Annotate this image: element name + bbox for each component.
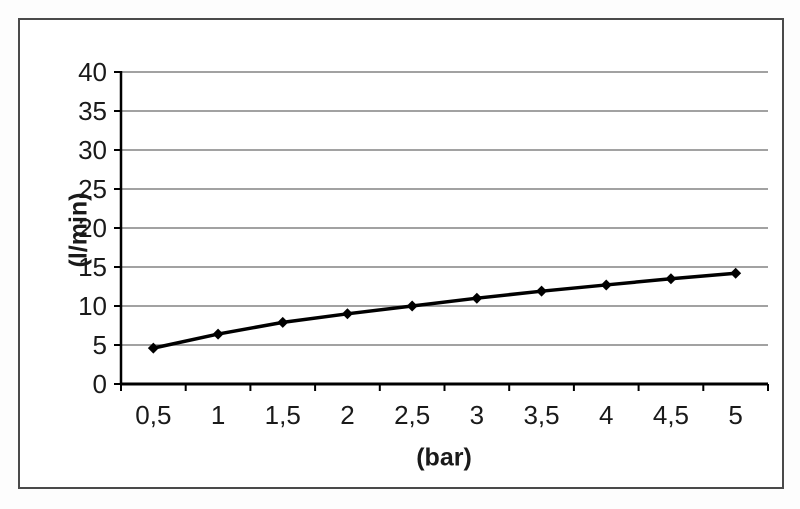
- x-axis-title: (bar): [416, 443, 472, 472]
- y-tick-label: 30: [78, 135, 107, 165]
- data-point-marker: [212, 328, 224, 340]
- x-tick-label: 5: [728, 400, 742, 430]
- data-point-marker: [600, 279, 612, 291]
- data-point-marker: [341, 308, 353, 320]
- x-tick-label: 3,5: [523, 400, 559, 430]
- y-tick-label: 0: [93, 369, 107, 399]
- y-tick-label: 10: [78, 291, 107, 321]
- x-tick-label: 1: [211, 400, 225, 430]
- data-point-marker: [730, 267, 742, 279]
- x-tick-label: 4,5: [653, 400, 689, 430]
- y-tick-label: 35: [78, 96, 107, 126]
- y-tick-label: 25: [78, 174, 107, 204]
- data-point-marker: [536, 285, 548, 297]
- y-tick-label: 40: [78, 57, 107, 87]
- x-tick-label: 3: [470, 400, 484, 430]
- x-tick-label: 1,5: [265, 400, 301, 430]
- data-point-marker: [471, 292, 483, 304]
- series-line: [152, 271, 736, 350]
- data-point-marker: [665, 273, 677, 285]
- x-tick-label: 2: [340, 400, 354, 430]
- x-tick-label: 0,5: [135, 400, 171, 430]
- data-point-marker: [406, 300, 418, 312]
- x-tick-label: 2,5: [394, 400, 430, 430]
- x-tick-label: 4: [599, 400, 613, 430]
- y-axis-title: (l/min): [64, 192, 93, 268]
- y-tick-label: 5: [93, 330, 107, 360]
- data-point-marker: [147, 342, 159, 354]
- y-tick-label: 20: [78, 213, 107, 243]
- y-tick-label: 15: [78, 252, 107, 282]
- figure-border: [18, 18, 784, 489]
- data-point-marker: [277, 316, 289, 328]
